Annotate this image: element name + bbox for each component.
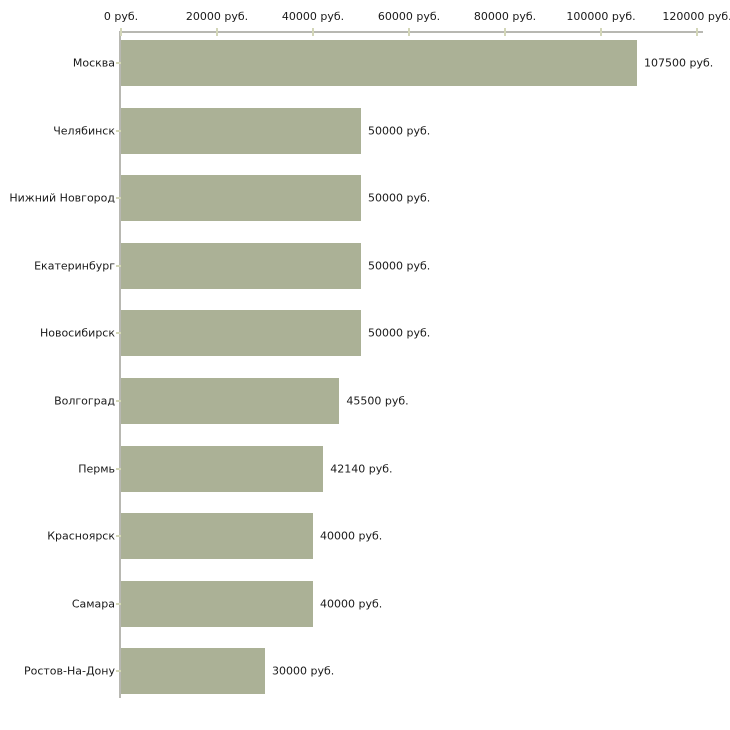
x-axis-tick [504, 28, 506, 36]
value-label: 107500 руб. [644, 56, 714, 70]
x-axis-tick-label: 120000 руб. [662, 10, 730, 23]
value-label: 42140 руб. [330, 462, 393, 476]
value-label: 45500 руб. [346, 394, 409, 408]
x-axis-line [119, 31, 703, 33]
category-label: Волгоград [54, 394, 115, 408]
x-axis-tick [120, 28, 122, 36]
value-label: 50000 руб. [368, 259, 431, 273]
x-axis-tick [408, 28, 410, 36]
x-axis-tick-label: 80000 руб. [473, 10, 537, 23]
category-tick [116, 62, 121, 64]
category-tick [116, 535, 121, 538]
category-label: Ростов-На-Дону [23, 664, 115, 678]
bar [121, 107, 361, 154]
category-tick [116, 332, 121, 335]
value-label: 50000 руб. [368, 191, 431, 205]
category-label: Екатеринбург [34, 259, 115, 273]
bar [121, 513, 313, 560]
x-axis-tick [216, 28, 218, 36]
bar [121, 40, 637, 86]
category-label: Новосибирск [39, 326, 115, 340]
bar [121, 445, 324, 492]
x-axis-tick [600, 28, 602, 36]
bar [121, 580, 313, 627]
category-tick [116, 670, 121, 673]
x-axis-tick-label: 100000 руб. [566, 10, 636, 23]
category-tick [116, 602, 121, 605]
category-tick [116, 400, 121, 402]
value-label: 40000 руб. [320, 597, 383, 611]
category-label: Москва [72, 56, 115, 70]
category-tick [116, 129, 121, 132]
bar [121, 310, 361, 357]
x-axis-tick [696, 28, 698, 36]
bar [121, 648, 265, 695]
x-axis-tick-label: 20000 руб. [185, 10, 249, 23]
category-tick [116, 467, 121, 470]
category-label: Самара [71, 597, 115, 611]
category-label: Нижний Новгород [9, 191, 115, 205]
value-label: 40000 руб. [320, 529, 383, 543]
bar [121, 378, 340, 424]
value-label: 50000 руб. [368, 326, 431, 340]
value-label: 50000 руб. [368, 124, 431, 138]
bar [121, 175, 361, 222]
category-label: Челябинск [53, 124, 115, 138]
y-axis-line [119, 31, 121, 698]
category-tick [116, 264, 121, 267]
x-axis-tick-label: 40000 руб. [281, 10, 345, 23]
x-axis-tick [312, 28, 314, 36]
value-label: 30000 руб. [272, 664, 335, 678]
x-axis-tick-label: 60000 руб. [377, 10, 441, 23]
x-axis-tick-label: 0 руб. [103, 10, 139, 23]
category-tick [116, 197, 121, 200]
category-label: Красноярск [47, 529, 115, 543]
category-label: Пермь [78, 462, 115, 476]
bar [121, 242, 361, 289]
